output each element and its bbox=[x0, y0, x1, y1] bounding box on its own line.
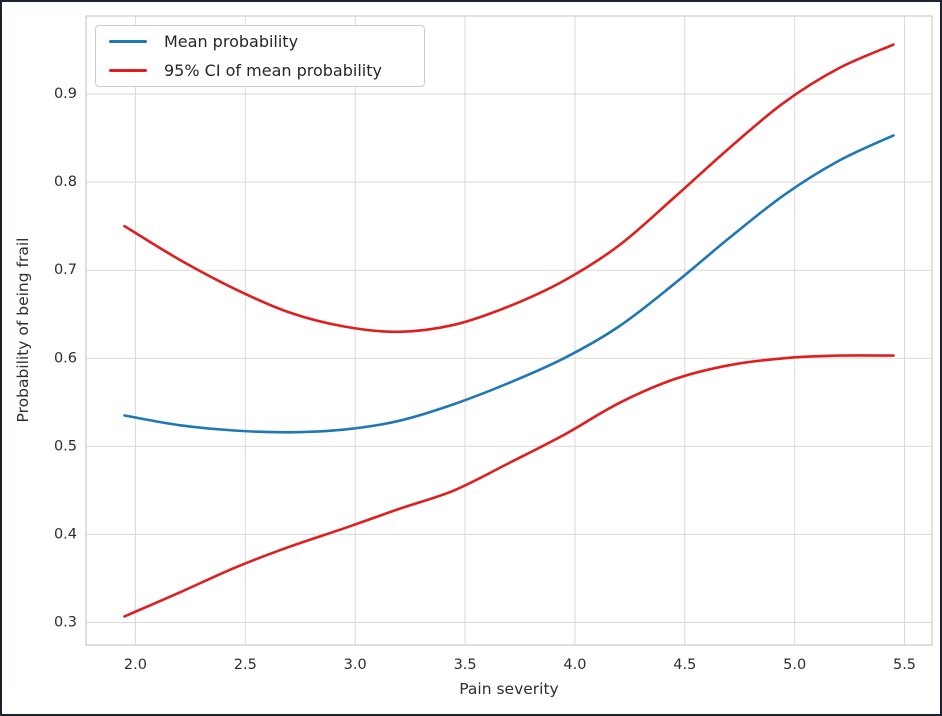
legend-item-ci: 95% CI of mean probability bbox=[109, 60, 414, 82]
ci-upper-line bbox=[123, 43, 895, 334]
y-tick-label: 0.4 bbox=[54, 526, 77, 542]
x-tick-label: 5.0 bbox=[783, 657, 806, 673]
x-tick-label: 5.5 bbox=[893, 657, 916, 673]
legend-label-ci: 95% CI of mean probability bbox=[164, 61, 382, 80]
axes-spines bbox=[85, 15, 933, 646]
legend-item-mean: Mean probability bbox=[109, 31, 414, 53]
mean-probability-line bbox=[123, 134, 895, 434]
ci-line-swatch bbox=[109, 69, 147, 72]
x-tick-label: 3.5 bbox=[454, 657, 477, 673]
y-tick-label: 0.3 bbox=[54, 615, 77, 631]
legend: Mean probability 95% CI of mean probabil… bbox=[95, 25, 425, 87]
y-axis-label: Probability of being frail bbox=[14, 237, 32, 423]
y-tick-label: 0.9 bbox=[54, 86, 77, 102]
x-tick-label: 3.0 bbox=[344, 657, 367, 673]
y-tick-label: 0.6 bbox=[54, 350, 77, 366]
x-tick-label: 2.0 bbox=[124, 657, 147, 673]
x-tick-label: 2.5 bbox=[234, 657, 257, 673]
legend-label-mean: Mean probability bbox=[164, 32, 299, 51]
y-tick-label: 0.5 bbox=[54, 438, 77, 454]
ci-lower-line bbox=[123, 354, 895, 618]
x-axis-label: Pain severity bbox=[459, 680, 559, 698]
x-tick-label: 4.0 bbox=[563, 657, 586, 673]
mean-line-swatch bbox=[109, 40, 147, 43]
y-tick-label: 0.7 bbox=[54, 262, 77, 278]
x-tick-label: 4.5 bbox=[673, 657, 696, 673]
y-tick-label: 0.8 bbox=[54, 174, 77, 190]
